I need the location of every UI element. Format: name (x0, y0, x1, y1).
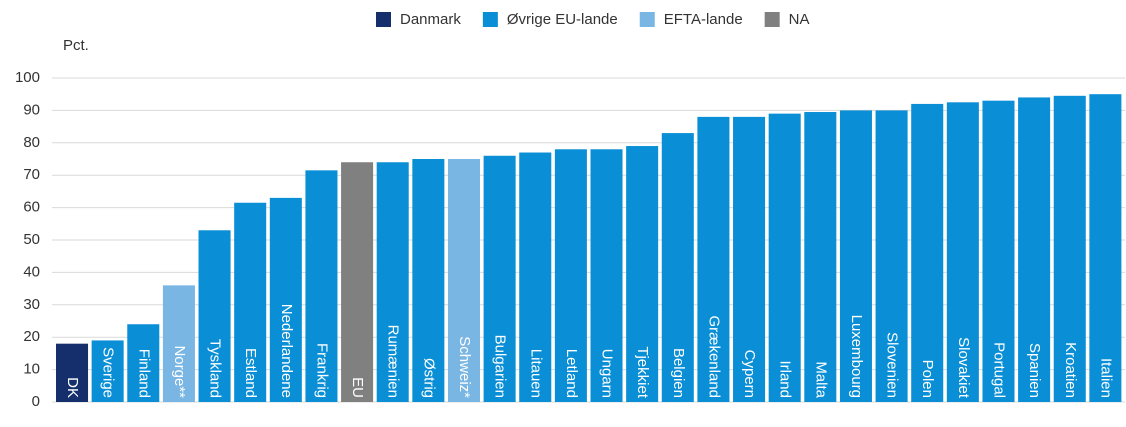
y-tick-label: 0 (32, 393, 40, 410)
x-tick-label: Cypern (741, 350, 758, 398)
y-tick-label: 80 (23, 134, 40, 151)
x-tick-label: Polen (919, 360, 936, 398)
bar (269, 197, 302, 402)
x-tick-label: EU (349, 377, 366, 398)
bar (198, 230, 231, 402)
bar (946, 102, 979, 403)
x-tick-label: Rumænien (385, 325, 402, 398)
x-tick-label: Portugal (991, 342, 1008, 398)
bar (697, 116, 730, 402)
y-tick-label: 20 (23, 328, 40, 345)
bar (839, 110, 872, 403)
bar (768, 113, 801, 402)
x-tick-label: Malta (812, 361, 829, 398)
bar (519, 152, 552, 402)
x-tick-label: Estland (242, 348, 259, 398)
legend-swatch (376, 12, 391, 27)
legend-label: EFTA-lande (664, 11, 743, 28)
x-tick-label: Luxembourg (848, 315, 865, 398)
bar (234, 202, 267, 402)
x-tick-label: Tjekkiet (634, 346, 651, 399)
x-tick-label: Letland (563, 349, 580, 398)
bar (626, 146, 659, 402)
x-tick-label: Frankrig (313, 343, 330, 398)
x-tick-label: Irland (777, 360, 794, 398)
bar (661, 133, 694, 402)
x-tick-label: Bulgarien (492, 335, 509, 398)
bar (305, 170, 338, 402)
legend-swatch (482, 12, 498, 27)
x-tick-label: Tyskland (207, 339, 224, 398)
bar (982, 100, 1015, 403)
legend-label: Danmark (400, 11, 461, 28)
y-tick-label: 50 (23, 231, 40, 248)
x-tick-label: Finland (135, 349, 152, 398)
bar (91, 340, 124, 402)
bar (1018, 97, 1051, 402)
y-tick-label: 70 (23, 166, 40, 183)
bar (911, 103, 944, 403)
bar (162, 285, 195, 402)
legend: Danmark Øvrige EU-lande EFTA-lande NA (376, 11, 810, 28)
bar (56, 343, 89, 402)
x-tick-label: Slovakiet (955, 337, 972, 399)
x-tick-label: Schweiz* (456, 336, 473, 398)
x-tick-label: Nederlandene (278, 304, 295, 398)
bar (1053, 95, 1086, 402)
y-tick-label: 10 (23, 361, 40, 378)
legend-swatch (764, 12, 780, 27)
bar (412, 159, 445, 402)
y-tick-label: 90 (23, 101, 40, 118)
legend-label: Øvrige EU-lande (507, 11, 618, 28)
x-tick-label: DK (64, 377, 81, 398)
y-tick-label: 100 (15, 69, 40, 86)
bar (127, 324, 160, 402)
y-tick-label: 60 (23, 199, 40, 216)
legend-swatch (639, 12, 655, 27)
x-tick-label: Spanien (1026, 343, 1043, 398)
x-tick-label: Kroatien (1062, 342, 1079, 398)
bar (733, 116, 766, 402)
bar (376, 162, 409, 402)
x-tick-label: Litauen (527, 349, 544, 398)
x-tick-label: Italien (1097, 358, 1114, 398)
legend-label: NA (789, 11, 810, 28)
x-tick-label: Slovenien (884, 332, 901, 398)
bar (554, 149, 587, 402)
bar (341, 162, 374, 402)
x-tick-label: Ungarn (599, 349, 616, 398)
bar (590, 149, 623, 402)
bar (483, 155, 516, 402)
bar (447, 159, 480, 402)
y-tick-label: 30 (23, 296, 40, 313)
x-tick-label: Sverige (100, 347, 117, 398)
bar (875, 110, 908, 403)
x-tick-label: Norge** (171, 345, 188, 398)
bar (804, 112, 837, 403)
x-tick-label: Grækenland (705, 315, 722, 398)
y-tick-label: 40 (23, 263, 40, 280)
y-axis-label: Pct. (63, 37, 89, 54)
x-tick-label: Belgien (670, 348, 687, 398)
x-tick-label: Østrig (420, 358, 437, 398)
bar (1089, 94, 1122, 402)
